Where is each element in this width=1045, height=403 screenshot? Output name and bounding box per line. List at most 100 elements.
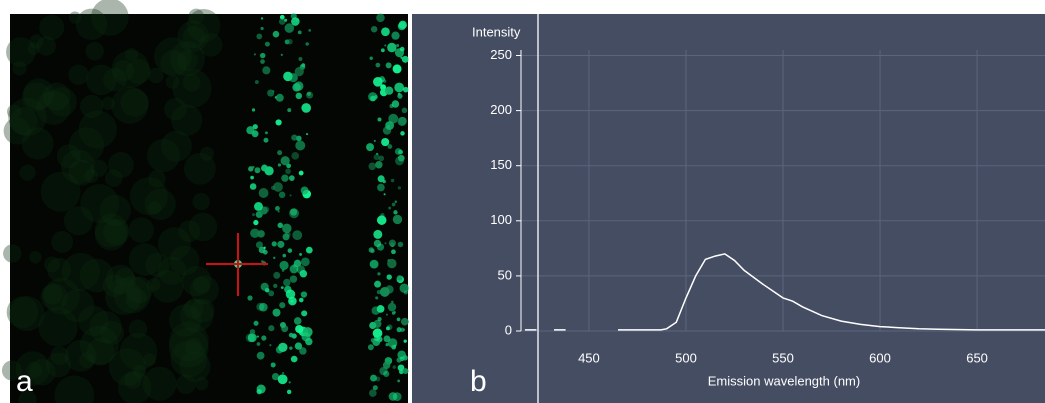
cell xyxy=(394,200,397,203)
haze xyxy=(154,37,192,76)
haze xyxy=(18,390,37,403)
cell xyxy=(288,73,298,83)
haze xyxy=(36,36,56,56)
cell xyxy=(252,166,255,169)
cell xyxy=(277,163,282,167)
spectrum-line xyxy=(524,253,1045,331)
cell xyxy=(376,13,385,23)
haze xyxy=(160,50,187,77)
haze xyxy=(86,64,117,96)
cell xyxy=(306,91,311,96)
haze xyxy=(43,277,80,315)
panel-label: a xyxy=(16,365,33,398)
cell xyxy=(380,84,387,91)
haze xyxy=(128,319,148,339)
cell xyxy=(282,223,292,234)
cell xyxy=(247,295,253,301)
haze xyxy=(145,252,170,278)
cell xyxy=(299,271,302,275)
haze xyxy=(90,159,108,177)
cell xyxy=(305,42,309,46)
haze xyxy=(125,276,153,304)
cell xyxy=(402,328,406,331)
panel-label: b xyxy=(470,365,487,398)
cell xyxy=(254,167,261,174)
haze xyxy=(68,11,81,24)
cell xyxy=(402,355,408,361)
cell xyxy=(260,282,269,291)
cell xyxy=(387,42,397,53)
cell xyxy=(254,202,263,211)
cell xyxy=(396,317,401,322)
haze xyxy=(102,274,126,298)
cell xyxy=(385,326,390,331)
y-tick-label: 100 xyxy=(490,212,512,227)
haze xyxy=(94,218,128,251)
cell xyxy=(392,214,403,225)
cell xyxy=(394,82,405,93)
cell xyxy=(392,392,402,401)
haze xyxy=(9,296,45,332)
haze xyxy=(15,351,51,386)
haze xyxy=(172,68,212,108)
haze xyxy=(38,307,78,347)
cell xyxy=(295,18,299,22)
cell xyxy=(380,48,385,53)
cell xyxy=(252,213,255,217)
cell xyxy=(377,175,385,183)
haze xyxy=(7,104,22,119)
haze xyxy=(29,251,42,264)
cell xyxy=(396,275,403,281)
cell xyxy=(286,389,292,395)
cell xyxy=(259,302,268,312)
cell xyxy=(278,191,286,199)
haze xyxy=(101,96,115,111)
cell xyxy=(385,121,394,130)
cell xyxy=(280,286,284,290)
haze xyxy=(143,353,157,367)
cell xyxy=(305,246,313,254)
cell xyxy=(391,249,396,255)
haze xyxy=(47,257,72,282)
cell xyxy=(282,372,285,375)
haze xyxy=(6,296,39,329)
cell xyxy=(287,38,293,45)
haze xyxy=(157,227,191,261)
cell xyxy=(398,20,407,29)
haze xyxy=(178,220,201,243)
haze xyxy=(108,152,134,178)
cell xyxy=(275,93,284,102)
haze xyxy=(128,243,162,276)
cell xyxy=(268,290,275,297)
microscopy-image xyxy=(10,14,408,403)
x-tick-label: 600 xyxy=(869,350,891,365)
cell xyxy=(298,170,304,176)
cell xyxy=(253,219,259,226)
cell xyxy=(277,150,283,156)
cell xyxy=(387,144,393,149)
cell xyxy=(370,25,378,33)
cell xyxy=(400,56,403,59)
cell xyxy=(392,64,402,74)
haze xyxy=(144,188,176,221)
haze xyxy=(94,213,129,248)
cell xyxy=(388,239,396,247)
cell xyxy=(385,62,392,69)
haze xyxy=(124,371,142,389)
cell xyxy=(397,379,401,383)
cell xyxy=(269,344,272,347)
haze xyxy=(169,321,209,362)
cell xyxy=(384,242,387,245)
cell xyxy=(391,100,400,108)
cell xyxy=(289,275,298,283)
haze xyxy=(176,374,196,395)
haze xyxy=(68,159,95,186)
cell xyxy=(396,357,402,363)
cell xyxy=(257,230,265,238)
haze xyxy=(78,305,109,337)
cell xyxy=(279,14,285,20)
haze xyxy=(179,350,211,382)
cell xyxy=(281,174,289,182)
cell xyxy=(261,164,268,172)
cell xyxy=(375,161,383,169)
